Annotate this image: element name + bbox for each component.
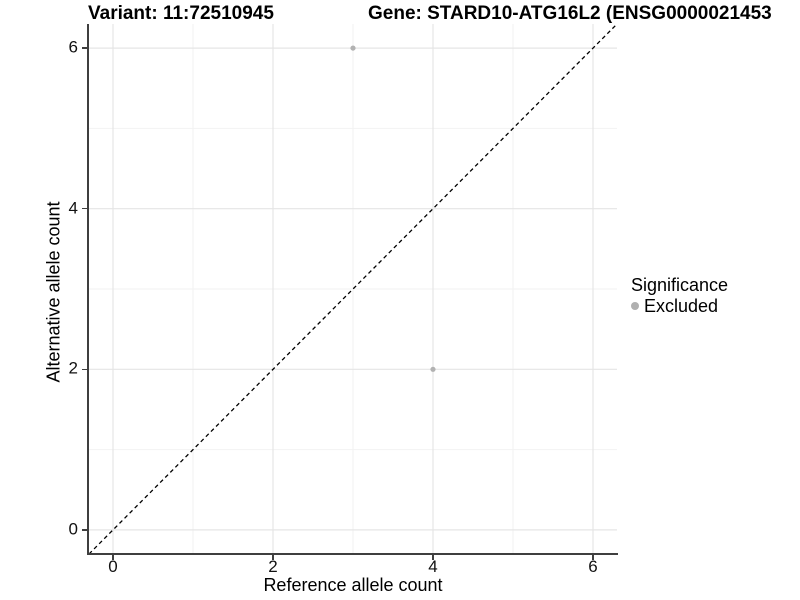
identity-dashed-line	[89, 24, 617, 554]
x-tick-label: 6	[588, 557, 598, 576]
y-tick-label: 0	[68, 519, 78, 539]
y-axis-title: Alternative allele count	[43, 201, 64, 383]
plot-title-variant: Variant: 11:72510945	[88, 3, 274, 24]
y-tick-mark	[82, 207, 87, 210]
x-tick-mark	[432, 555, 434, 560]
legend-point-icon	[631, 302, 639, 310]
y-tick-mark	[82, 47, 87, 49]
plot-panel	[89, 24, 617, 554]
x-tick-mark	[272, 555, 274, 560]
x-tick-label: 4	[428, 557, 438, 576]
y-tick-label: 4	[68, 198, 78, 218]
y-tick-mark	[82, 368, 87, 371]
legend-item-label: Excluded	[644, 296, 719, 316]
y-tick-label: 2	[68, 358, 78, 378]
x-tick-label: 2	[268, 557, 278, 576]
y-tick-mark	[82, 529, 87, 531]
data-point	[430, 366, 436, 372]
legend-title: Significance	[631, 275, 729, 295]
y-tick-label: 6	[68, 37, 78, 57]
x-axis-line	[87, 553, 618, 555]
x-tick-mark	[112, 555, 114, 560]
x-tick-label: 0	[108, 557, 118, 576]
data-point	[350, 45, 356, 51]
plot-title-gene: Gene: STARD10-ATG16L2 (ENSG0000021453	[368, 3, 772, 24]
scatter-plot-canvas	[89, 24, 617, 554]
x-tick-mark	[592, 555, 594, 560]
x-axis-title: Reference allele count	[263, 575, 443, 595]
legend: Significance Excluded	[631, 275, 728, 316]
legend-item-excluded: Excluded	[631, 296, 728, 316]
y-axis-line	[87, 24, 89, 555]
